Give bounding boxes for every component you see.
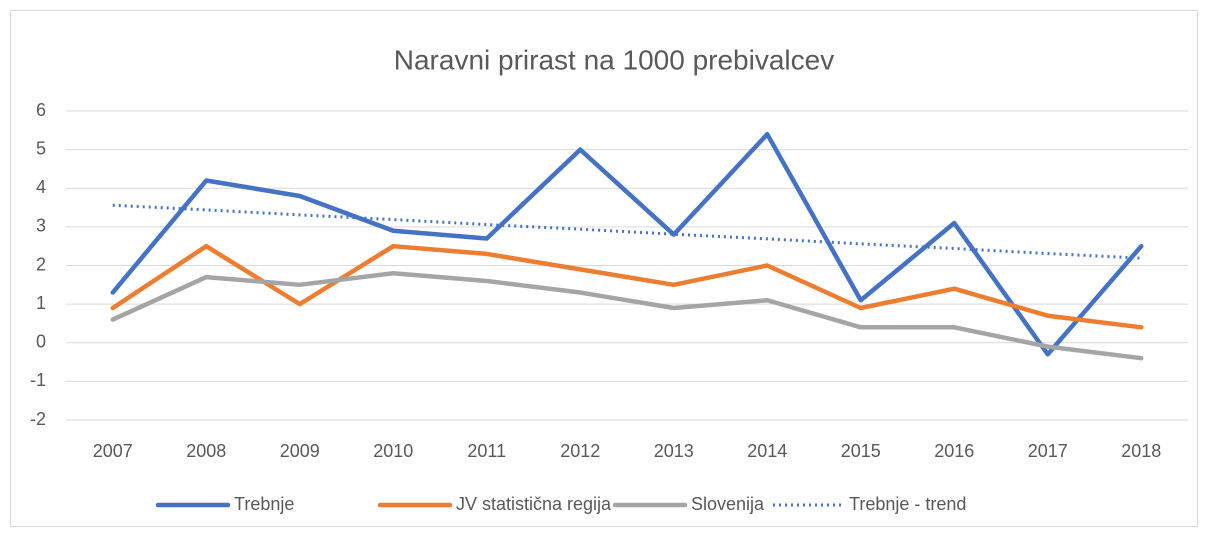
x-tick-label: 2017 (1028, 441, 1068, 461)
y-tick-label: 3 (36, 216, 46, 236)
x-tick-label: 2018 (1121, 441, 1161, 461)
series-line (110, 243, 1144, 330)
x-tick-label: 2013 (654, 441, 694, 461)
x-tick-label: 2014 (747, 441, 787, 461)
chart-border (10, 10, 1198, 527)
y-tick-label: 5 (36, 138, 46, 158)
x-tick-label: 2007 (93, 441, 133, 461)
legend-label: JV statistična regija (456, 494, 612, 514)
x-tick-label: 2015 (841, 441, 881, 461)
y-tick-label: 2 (36, 254, 46, 274)
x-tick-label: 2011 (467, 441, 506, 461)
series-line (110, 131, 1144, 357)
series-line (112, 203, 1142, 260)
x-tick-label: 2010 (373, 441, 413, 461)
y-tick-label: 1 (36, 293, 46, 313)
y-tick-label: 6 (36, 100, 46, 120)
legend-label: Trebnje - trend (849, 494, 966, 514)
x-tick-label: 2009 (280, 441, 320, 461)
legend-label: Trebnje (234, 494, 294, 514)
chart-title: Naravni prirast na 1000 prebivalcev (394, 44, 834, 75)
x-tick-label: 2008 (186, 441, 226, 461)
x-tick-label: 2012 (560, 441, 600, 461)
y-tick-label: -2 (30, 409, 46, 429)
series-line (110, 270, 1144, 361)
x-tick-label: 2016 (934, 441, 974, 461)
y-tick-label: -1 (30, 370, 46, 390)
y-tick-label: 0 (36, 332, 46, 352)
y-tick-label: 4 (36, 177, 46, 197)
legend-label: Slovenija (691, 494, 765, 514)
